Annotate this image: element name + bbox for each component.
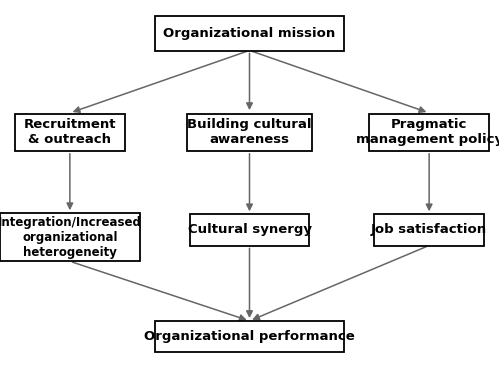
- FancyBboxPatch shape: [374, 214, 484, 246]
- FancyBboxPatch shape: [155, 15, 344, 50]
- Text: Organizational performance: Organizational performance: [144, 330, 355, 343]
- Text: Cultural synergy: Cultural synergy: [188, 223, 311, 237]
- Text: Recruitment
& outreach: Recruitment & outreach: [23, 118, 116, 146]
- Text: Organizational mission: Organizational mission: [163, 26, 336, 40]
- FancyBboxPatch shape: [187, 114, 312, 151]
- Text: Building cultural
awareness: Building cultural awareness: [187, 118, 312, 146]
- FancyBboxPatch shape: [369, 114, 489, 151]
- FancyBboxPatch shape: [0, 213, 140, 261]
- FancyBboxPatch shape: [15, 114, 125, 151]
- Text: Pragmatic
management policy: Pragmatic management policy: [356, 118, 499, 146]
- FancyBboxPatch shape: [155, 321, 344, 353]
- FancyBboxPatch shape: [190, 214, 309, 246]
- Text: Job satisfaction: Job satisfaction: [371, 223, 487, 237]
- Text: Integration/Increased
organizational
heterogeneity: Integration/Increased organizational het…: [0, 216, 142, 259]
